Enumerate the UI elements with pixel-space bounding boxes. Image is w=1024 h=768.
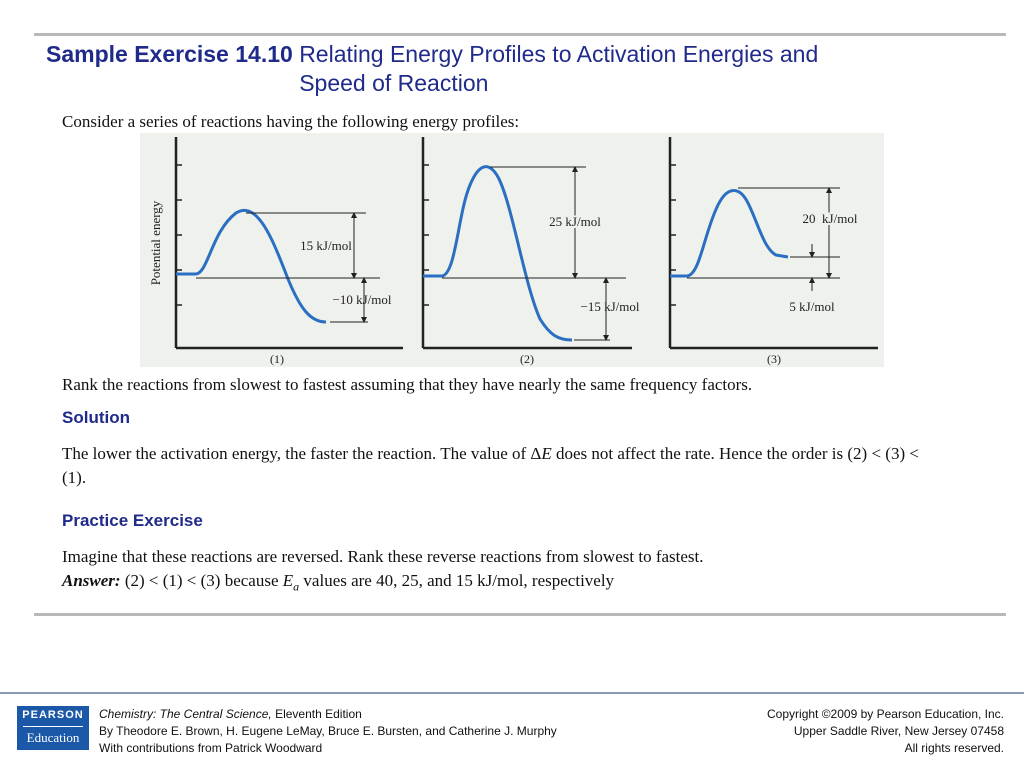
panel-2-caption: (2) — [520, 352, 534, 366]
footer-book-line: Chemistry: The Central Science, Eleventh… — [99, 706, 557, 723]
question-text: Rank the reactions from slowest to faste… — [62, 375, 753, 394]
solution-text-var: E — [541, 444, 552, 463]
answer-sub: a — [293, 579, 300, 594]
practice-heading: Practice Exercise — [62, 511, 203, 530]
slide-title: Sample Exercise 14.10 Relating Energy Pr… — [46, 40, 946, 98]
solution-text: The lower the activation energy, the fas… — [62, 442, 942, 490]
top-divider — [34, 33, 1006, 36]
panel-2-de-label: −15 kJ/mol — [581, 299, 640, 314]
pearson-logo: PEARSON Education — [17, 706, 89, 750]
energy-profile-svg: Potential energy 15 kJ/mol −10 kJ/mol (1… — [148, 137, 878, 366]
footer-edition: Eleventh Edition — [271, 707, 362, 721]
panel-3: 20 kJ/mol 5 kJ/mol (3) — [668, 137, 878, 366]
intro-text: Consider a series of reactions having th… — [62, 112, 520, 131]
answer-var: E — [282, 571, 294, 590]
panel-3-de-label: 5 kJ/mol — [789, 299, 835, 314]
answer-text-1: (2) < (1) < (3) because — [120, 571, 283, 590]
exercise-number: Sample Exercise 14.10 — [46, 41, 293, 67]
solution-heading: Solution — [62, 408, 130, 427]
answer-label: Answer: — [62, 571, 121, 590]
panel-1-curve — [176, 209, 327, 324]
panel-2-ea-label: 25 kJ/mol — [549, 214, 601, 229]
solution-text-part1: The lower the activation energy, the fas… — [62, 444, 542, 463]
exercise-title: Relating Energy Profiles to Activation E… — [299, 41, 819, 96]
logo-bottom-text: Education — [26, 730, 80, 745]
panel-3-curve — [670, 189, 789, 278]
practice-answer: Answer: (2) < (1) < (3) because Ea value… — [62, 569, 614, 598]
y-axis-label: Potential energy — [148, 200, 163, 285]
panel-3-ea-label: 20 kJ/mol — [803, 211, 858, 226]
footer-copyright-line: Copyright ©2009 by Pearson Education, In… — [767, 707, 1004, 721]
panel-2: 25 kJ/mol −15 kJ/mol (2) — [421, 137, 640, 366]
panel-1: 15 kJ/mol −10 kJ/mol (1) — [174, 137, 403, 366]
panel-1-caption: (1) — [270, 352, 284, 366]
footer-copyright: Copyright ©2009 by Pearson Education, In… — [767, 706, 1004, 757]
footer-rights: All rights reserved. — [904, 741, 1004, 755]
footer-divider — [0, 692, 1024, 694]
solution-text-part2: does not affect the rate. Hence the orde… — [62, 444, 919, 487]
energy-profile-figure: Potential energy 15 kJ/mol −10 kJ/mol (1… — [140, 133, 884, 367]
footer-book-info: Chemistry: The Central Science, Eleventh… — [99, 706, 557, 757]
logo-top-text: PEARSON — [22, 709, 84, 721]
panel-1-ea-label: 15 kJ/mol — [300, 238, 352, 253]
footer-authors: By Theodore E. Brown, H. Eugene LeMay, B… — [99, 724, 557, 738]
panel-1-de-label: −10 kJ/mol — [333, 292, 392, 307]
footer-book-title: Chemistry: The Central Science, — [99, 707, 272, 721]
answer-text-2: values are 40, 25, and 15 kJ/mol, respec… — [299, 571, 615, 590]
panel-3-caption: (3) — [767, 352, 781, 366]
panel-2-curve — [423, 165, 573, 342]
footer-address: Upper Saddle River, New Jersey 07458 — [793, 724, 1004, 738]
bottom-divider — [34, 613, 1006, 616]
practice-question: Imagine that these reactions are reverse… — [62, 547, 704, 566]
footer-contributions: With contributions from Patrick Woodward — [99, 741, 323, 755]
